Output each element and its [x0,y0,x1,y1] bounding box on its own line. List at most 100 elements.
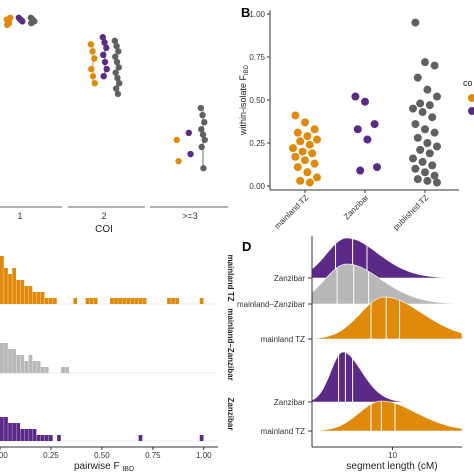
d-ridge-mainland [311,400,463,432]
c-bar-mainland_zanzibar [4,343,8,373]
b-y-axis-title-sub: IBD [244,64,250,75]
c-strip [220,248,232,308]
b-point-published [421,168,429,177]
a-point-published [112,69,119,76]
b-point-published [411,120,420,129]
c-bar-zanzibar [8,423,12,441]
b-point-mainland [296,137,305,146]
d-x-axis-title: segment length (cM) [346,461,437,472]
a-point-published [198,143,205,151]
b-point-mainland [305,178,314,187]
c-bar-mainland_zanzibar [28,355,33,373]
c-bar-mainland_zanzibar [20,355,25,373]
d-ridge-label: Zanzibar [274,274,305,283]
c-bar-mainland_zanzibar [24,361,29,373]
c-x-tick-label: 0.25 [43,451,59,460]
b-point-zanzibar [373,163,381,172]
a-point-published [114,90,122,98]
a-point-published [112,53,119,60]
c-bar-mainland_zanzibar [61,367,65,373]
c-bar-mainland [4,268,8,304]
c-facet-label: Zanzibar [226,398,235,431]
c-bar-mainland [32,292,37,304]
b-point-zanzibar [361,97,369,106]
c-bar-mainland [142,298,147,304]
b-point-published [430,128,439,137]
a-point-published [115,64,122,71]
c-bar-mainland [122,298,127,304]
b-point-mainland [310,125,319,134]
c-bar-mainland [8,274,12,304]
b-point-published [430,171,439,180]
b-point-zanzibar [356,166,365,175]
c-bar-mainland [16,280,21,304]
c-bar-mainland [118,298,122,304]
b-point-published [418,108,427,117]
b-point-published [428,113,437,122]
a-point-published [201,119,208,126]
a-point-mainland [175,157,182,165]
a-point-published [112,85,120,92]
b-point-published [425,149,434,158]
a-point-zanzibar [101,58,109,66]
c-bar-mainland_zanzibar [40,367,45,373]
panel-d-segment-length-ridges: D Zanzibar mainland–Zanzibar mainland TZ Za… [237,236,463,472]
a-point-published [115,48,122,55]
c-bar-mainland [44,298,49,304]
b-point-mainland [298,147,307,156]
c-bar-mainland_zanzibar [8,349,12,373]
d-ridge-mainland [311,296,463,340]
b-point-mainland [293,128,302,137]
c-bar-zanzibar [16,423,21,441]
a-point-mainland [7,14,14,21]
b-point-published [421,125,429,134]
b-point-mainland [301,156,309,165]
a-point-published [201,136,208,144]
c-bar-mainland [167,298,171,304]
a-point-zanzibar [103,44,110,52]
c-x-tick-label: 1.00 [196,451,212,460]
b-point-mainland [308,149,317,158]
c-bar-mainland [130,298,135,304]
b-point-published [430,61,439,70]
a-point-published [111,37,119,44]
a-tick-label: 1 [17,211,22,221]
b-point-zanzibar [351,92,360,101]
c-bar-mainland [20,280,25,304]
panel-a-coi-scatter: 1 2 >=3 COI [0,14,228,235]
b-legend-key-mainland [468,94,474,102]
c-bar-zanzibar [199,435,204,441]
c-bar-mainland_zanzibar [36,361,41,373]
b-point-zanzibar [353,125,362,134]
b-point-published [423,139,432,147]
c-bar-mainland_zanzibar [65,367,69,373]
b-point-mainland [313,135,321,144]
c-strip [220,312,232,377]
a-point-mainland [173,136,180,144]
a-point-published [198,126,205,133]
a-point-mainland [91,55,98,62]
b-x-tick-label: Zanzibar [342,193,371,222]
a-point-published [113,42,120,50]
c-bar-mainland [24,286,29,304]
b-point-published [409,154,417,163]
c-bar-zanzibar [20,429,25,441]
d-ridge-zanzibar [311,351,462,403]
a-point-zanzibar [103,65,110,73]
b-point-published [409,104,417,113]
c-bar-mainland [171,298,175,304]
a-point-published [197,104,204,112]
c-bar-zanzibar [24,429,29,441]
c-bar-zanzibar [44,435,49,441]
b-point-published [413,175,422,184]
c-facet-label: mainland–Zanzibar [226,308,235,380]
c-bar-zanzibar [40,435,45,441]
b-point-mainland [293,163,302,172]
a-point-zanzibar [19,18,26,25]
c-bar-mainland_zanzibar [32,361,37,373]
c-bar-mainland [0,256,4,304]
d-x-tick-label: 10 [388,451,397,460]
b-point-published [416,145,425,154]
b-point-published [411,18,420,27]
b-point-mainland [303,132,312,141]
